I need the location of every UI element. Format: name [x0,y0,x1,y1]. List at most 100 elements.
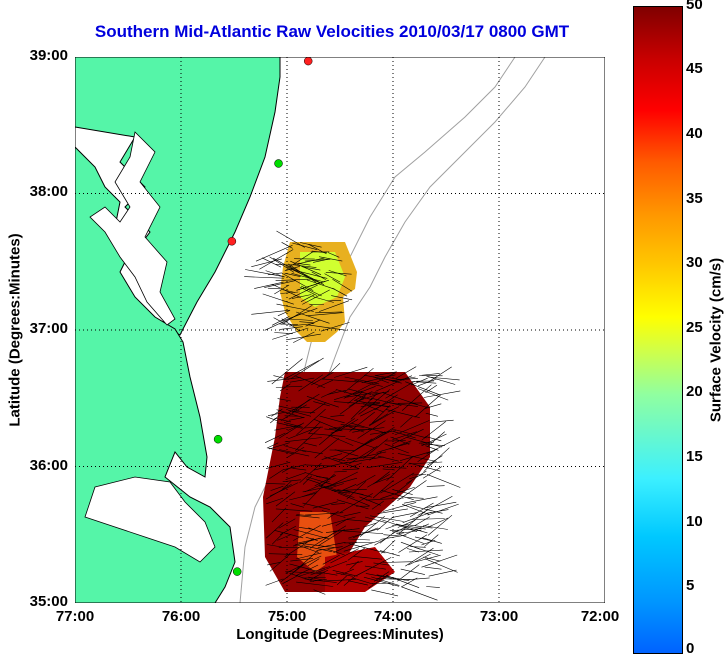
velocity-arrow [390,436,410,445]
velocity-arrow [375,375,413,392]
velocity-arrow [373,571,390,582]
velocity-arrow [309,402,327,415]
velocity-arrow [348,580,368,586]
velocity-arrow [265,522,284,539]
velocity-arrow [317,571,338,576]
velocity-arrow [407,497,424,499]
velocity-arrow [391,512,418,518]
velocity-arrow [364,516,387,523]
velocity-arrow [261,257,282,268]
velocity-arrow [383,534,401,537]
velocity-arrow [299,462,322,484]
velocity-arrow [290,260,322,275]
velocity-arrow [383,392,418,405]
velocity-arrow [374,372,396,384]
velocity-arrow [400,416,413,428]
velocity-arrow [330,435,354,446]
velocity-arrow [259,249,294,270]
colorbar-tick: 40 [686,125,703,142]
velocity-arrow [421,537,442,544]
velocity-arrow [275,278,314,281]
velocity-arrow [271,533,284,545]
velocity-arrow [377,508,408,514]
colorbar-tick: 20 [686,383,703,400]
velocity-arrow [347,547,366,561]
velocity-arrow [287,423,302,431]
velocity-arrow [304,578,337,583]
velocity-arrow [313,589,326,595]
colorbar-tick: 15 [686,448,703,465]
velocity-arrow [289,493,316,501]
velocity-arrow [264,280,297,288]
velocity-arrow [267,287,281,290]
velocity-arrow [265,483,286,485]
velocity-arrow [417,496,453,516]
velocity-arrow [343,367,374,394]
velocity-arrow [308,324,347,331]
xtick-label: 75:00 [267,608,307,625]
velocity-arrow [337,492,370,507]
velocity-arrow [417,388,449,401]
velocity-arrow [353,431,386,452]
velocity-arrow [290,264,317,268]
velocity-arrow [343,540,381,552]
colorbar-tick: 30 [686,254,703,271]
velocity-arrow [383,466,407,469]
velocity-arrow [310,560,348,576]
velocity-arrow [289,323,315,327]
velocity-arrow [308,433,346,437]
velocity-arrow [368,410,396,427]
map-grid [75,57,605,603]
velocity-arrow [275,264,291,266]
velocity-arrow [280,291,299,294]
velocity-arrow [318,485,355,498]
velocity-arrow [391,531,405,533]
velocity-arrow [277,534,292,541]
velocity-arrow [301,450,323,455]
velocity-arrow [308,421,321,434]
xtick-label: 74:00 [373,608,413,625]
velocity-arrow [327,548,345,556]
velocity-arrow [353,556,383,560]
velocity-arrow [422,466,443,479]
velocity-arrow [289,377,315,383]
velocity-arrow [275,385,303,388]
velocity-arrow [428,569,457,577]
velocity-arrow [319,415,345,424]
velocity-arrow [264,432,286,443]
velocity-arrow [300,242,322,248]
velocity-arrow [336,499,369,510]
velocity-arrow [335,572,353,577]
velocity-arrow [265,484,292,500]
velocity-arrow [296,581,334,587]
ytick-label: 36:00 [29,457,68,474]
velocity-arrow [302,484,337,493]
velocity-arrow [293,331,315,343]
velocity-arrow [318,300,350,312]
velocity-arrow [393,489,413,495]
velocity-arrow [391,428,424,445]
velocity-arrow [418,441,435,444]
velocity-arrow [371,500,384,510]
velocity-arrow [385,524,399,530]
station-marker [274,159,283,168]
velocity-arrow [359,496,382,506]
velocity-arrow [304,472,321,478]
velocity-arrow [367,473,390,488]
velocity-arrow [290,503,304,508]
velocity-arrow [286,360,320,378]
velocity-arrow [268,553,303,555]
velocity-arrow [303,486,323,507]
velocity-arrow [281,308,318,322]
velocity-arrow [366,497,404,501]
velocity-arrow [316,379,334,388]
velocity-arrow [340,493,373,513]
velocity-arrow [282,575,299,584]
velocity-arrow [279,525,297,535]
velocity-arrow [279,326,303,330]
velocity-arrow [374,536,389,546]
velocity-arrow [274,530,304,539]
velocity-arrow [371,405,391,424]
xtick-label: 73:00 [479,608,519,625]
velocity-arrow [348,538,370,541]
